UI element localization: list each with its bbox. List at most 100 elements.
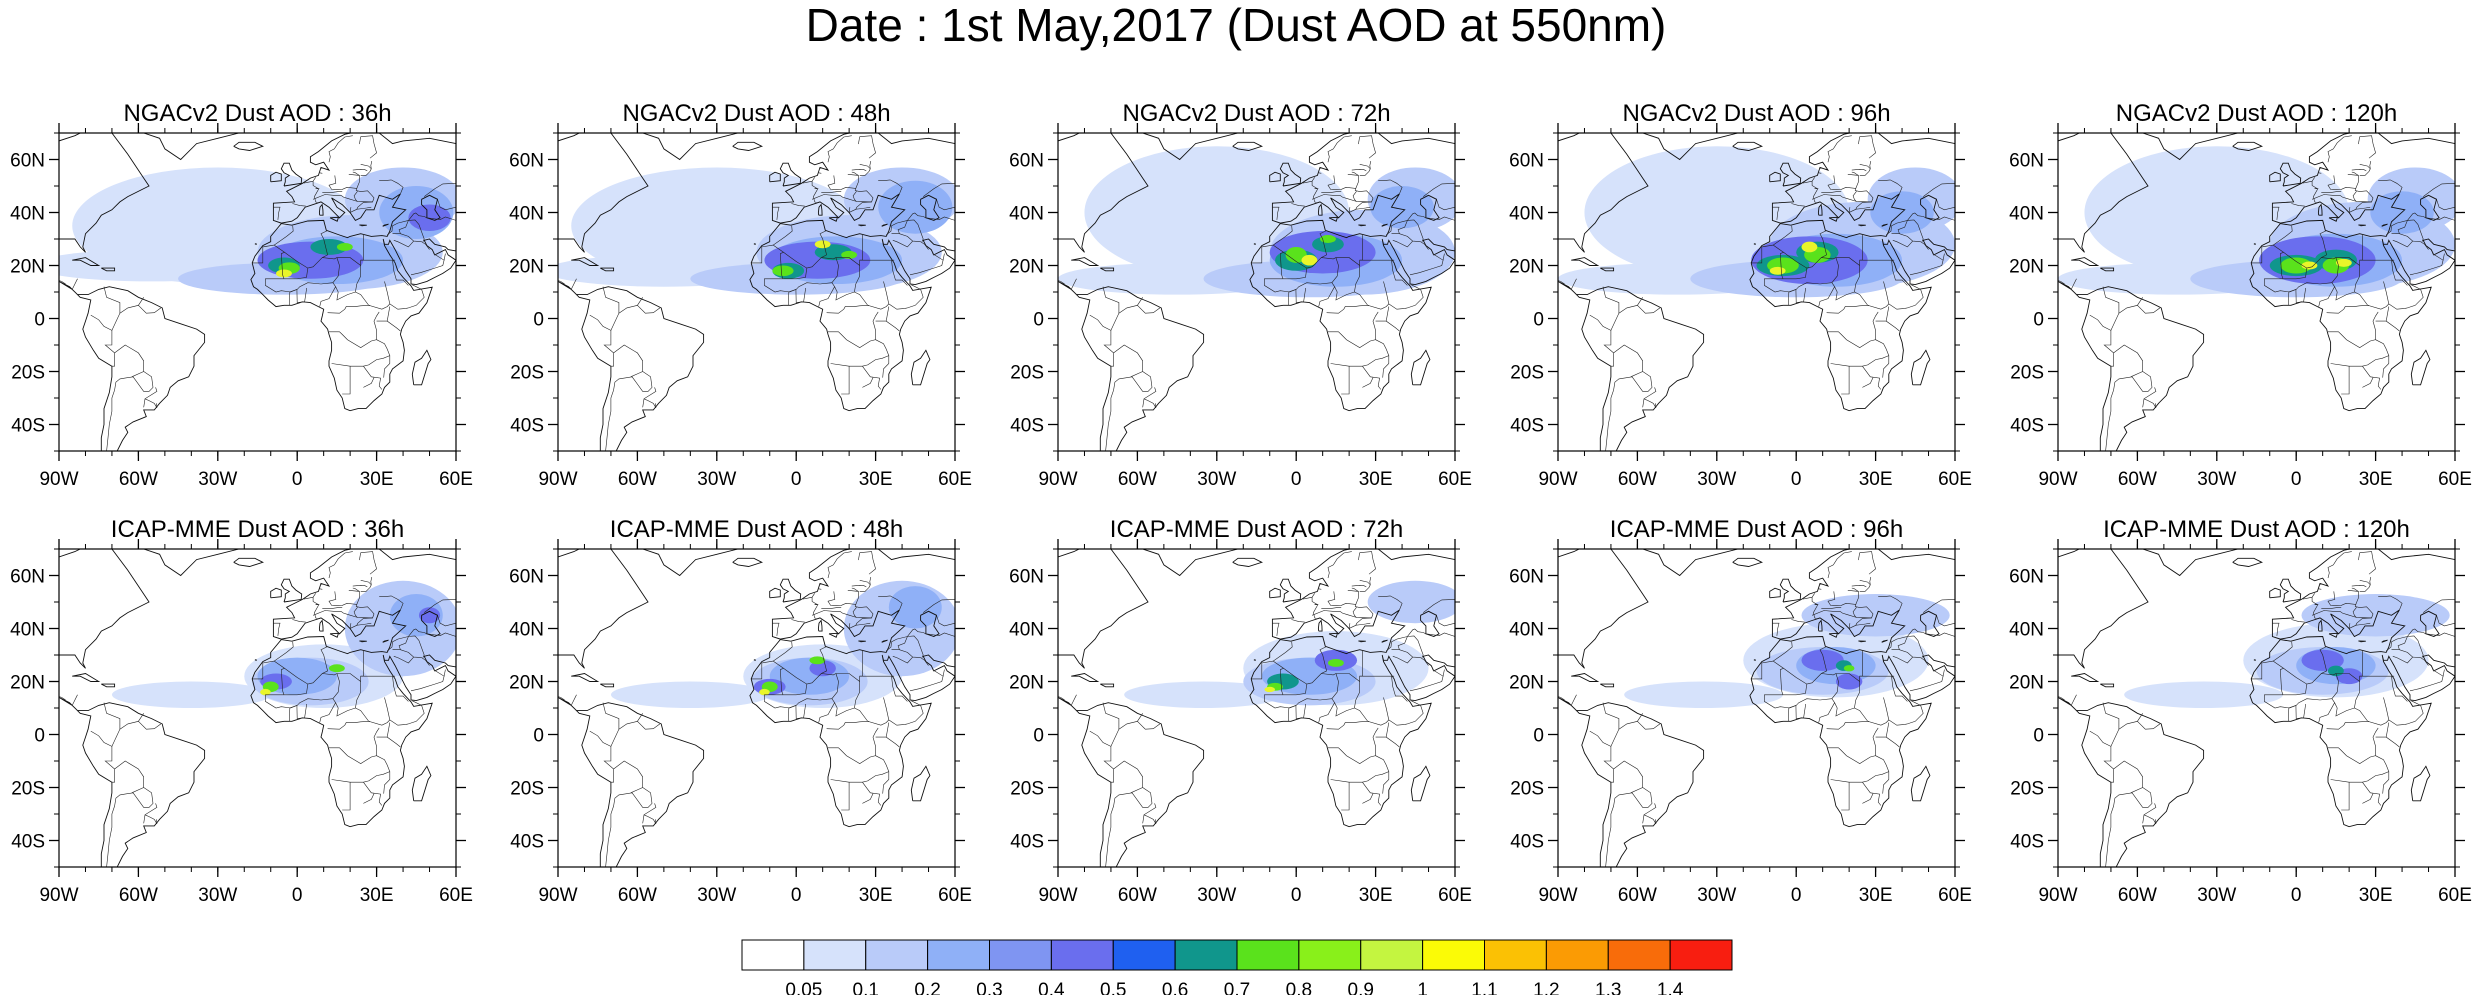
dust-plume bbox=[1367, 580, 1455, 624]
lon-tick-label: 90W bbox=[1038, 469, 1077, 490]
dust-plume bbox=[878, 180, 953, 234]
dust-plume bbox=[610, 681, 770, 708]
dust-field bbox=[1558, 133, 1955, 451]
coastlines bbox=[1558, 549, 1955, 867]
lat-tick-label: 20S bbox=[1510, 363, 1544, 384]
panel-title: NGACv2 Dust AOD : 48h bbox=[622, 100, 890, 127]
coastlines bbox=[59, 549, 456, 867]
dust-plume bbox=[888, 586, 942, 629]
lat-tick-label: 20S bbox=[2010, 779, 2044, 800]
lat-tick-label: 20N bbox=[10, 673, 45, 694]
lat-tick-label: 20S bbox=[2010, 363, 2044, 384]
dust-plume bbox=[2301, 594, 2450, 637]
lat-tick-label: 40S bbox=[510, 832, 544, 853]
colorbar-swatch bbox=[989, 939, 1052, 971]
colorbar-label: 1.3 bbox=[1595, 980, 1621, 995]
lon-tick-label: 60E bbox=[439, 885, 473, 906]
dust-plume bbox=[759, 688, 770, 696]
lon-tick-label: 90W bbox=[2038, 469, 2077, 490]
dust-plume bbox=[111, 681, 271, 708]
lon-tick-label: 60E bbox=[1938, 469, 1972, 490]
lon-tick-label: 0 bbox=[791, 885, 802, 906]
lat-tick-label: 60N bbox=[2009, 151, 2044, 172]
dust-plume bbox=[2124, 681, 2283, 708]
map-panel: NGACv2 Dust AOD : 48h 90W 60W 30W 0 30E 60E 60N… bbox=[509, 100, 972, 490]
lon-tick-label: 0 bbox=[1791, 469, 1802, 490]
dust-field bbox=[558, 133, 955, 451]
map-panel: NGACv2 Dust AOD : 36h 90W 60W 30W 0 30E 60E 60N… bbox=[10, 100, 473, 490]
dust-field bbox=[2058, 133, 2455, 451]
lat-tick-label: 20S bbox=[11, 779, 45, 800]
lon-tick-label: 30E bbox=[1859, 885, 1893, 906]
lon-tick-label: 0 bbox=[2291, 885, 2302, 906]
dust-plume bbox=[2343, 673, 2355, 680]
colorbar-label: 1 bbox=[1417, 980, 1428, 995]
colorbar-swatch bbox=[1360, 939, 1424, 971]
lat-tick-label: 0 bbox=[2033, 726, 2044, 747]
lat-tick-label: 20N bbox=[1509, 673, 1544, 694]
map-panel: ICAP-MME Dust AOD : 48h 90W 60W 30W 0 30E 60E 6… bbox=[509, 516, 972, 906]
lon-tick-label: 30W bbox=[2197, 885, 2236, 906]
lon-tick-label: 0 bbox=[292, 885, 303, 906]
country-borders bbox=[1558, 551, 1955, 867]
lat-tick-label: 20N bbox=[2009, 673, 2044, 694]
panel-title: ICAP-MME Dust AOD : 48h bbox=[610, 516, 903, 543]
lon-tick-label: 60E bbox=[1438, 885, 1472, 906]
colorbar-swatch bbox=[741, 939, 805, 971]
lat-tick-label: 0 bbox=[1033, 310, 1044, 331]
lat-tick-label: 20N bbox=[2009, 257, 2044, 278]
dust-plume bbox=[1301, 254, 1318, 266]
lat-tick-label: 40N bbox=[10, 620, 45, 641]
lat-tick-label: 0 bbox=[533, 310, 544, 331]
lat-tick-label: 0 bbox=[1533, 726, 1544, 747]
lat-tick-label: 40S bbox=[2010, 416, 2044, 437]
lat-tick-label: 20S bbox=[1010, 779, 1044, 800]
lon-tick-label: 30W bbox=[198, 885, 237, 906]
map-panel: NGACv2 Dust AOD : 96h 90W 60W 30W 0 30E 60E 60N… bbox=[1509, 100, 1972, 490]
colorbar-swatch bbox=[927, 939, 990, 971]
lon-tick-label: 30E bbox=[360, 885, 394, 906]
dust-plume bbox=[1801, 649, 1844, 671]
colorbar-label: 0.5 bbox=[1100, 980, 1126, 995]
lon-tick-label: 60W bbox=[1118, 469, 1157, 490]
lat-tick-label: 20N bbox=[10, 257, 45, 278]
lon-tick-label: 60E bbox=[1938, 885, 1972, 906]
lon-tick-label: 0 bbox=[292, 469, 303, 490]
lat-tick-label: 0 bbox=[34, 310, 45, 331]
lat-tick-label: 40S bbox=[1510, 416, 1544, 437]
lon-tick-label: 30E bbox=[859, 469, 893, 490]
colorbar-label: 0.1 bbox=[853, 980, 879, 995]
dust-plume bbox=[1624, 681, 1783, 708]
lon-tick-label: 60E bbox=[2438, 469, 2472, 490]
lon-tick-label: 30W bbox=[1197, 469, 1236, 490]
dust-plume bbox=[809, 660, 836, 677]
panel-title: NGACv2 Dust AOD : 120h bbox=[2116, 100, 2397, 127]
dust-plume bbox=[2335, 258, 2352, 267]
lon-tick-label: 60W bbox=[1618, 885, 1657, 906]
lon-tick-label: 60W bbox=[1618, 469, 1657, 490]
lon-tick-label: 30E bbox=[1359, 885, 1393, 906]
lat-tick-label: 40S bbox=[510, 416, 544, 437]
lat-tick-label: 40N bbox=[1009, 204, 1044, 225]
coastlines bbox=[59, 133, 456, 451]
lat-tick-label: 20N bbox=[509, 257, 544, 278]
dust-plume bbox=[336, 242, 353, 251]
lon-tick-label: 90W bbox=[2038, 885, 2077, 906]
dust-plume bbox=[1801, 594, 1950, 637]
lat-tick-label: 60N bbox=[509, 151, 544, 172]
colorbar-label: 1.2 bbox=[1533, 980, 1559, 995]
colorbar-swatch bbox=[1422, 939, 1485, 971]
country-borders bbox=[1058, 551, 1455, 867]
dust-plume bbox=[2301, 261, 2318, 270]
figure-title: Date : 1st May,2017 (Dust AOD at 550nm) bbox=[805, 0, 1667, 51]
dust-plume bbox=[276, 269, 292, 278]
lon-tick-label: 90W bbox=[538, 885, 577, 906]
coastlines bbox=[558, 549, 955, 867]
lat-tick-label: 40N bbox=[1009, 620, 1044, 641]
lon-tick-label: 60W bbox=[119, 469, 158, 490]
dust-plume bbox=[310, 239, 348, 255]
dust-plume bbox=[2301, 649, 2344, 671]
dust-field bbox=[1058, 549, 1455, 867]
colorbar-label: 1.4 bbox=[1657, 980, 1684, 995]
map-panel: ICAP-MME Dust AOD : 96h 90W 60W 30W 0 30E 60E 6… bbox=[1509, 516, 1972, 906]
